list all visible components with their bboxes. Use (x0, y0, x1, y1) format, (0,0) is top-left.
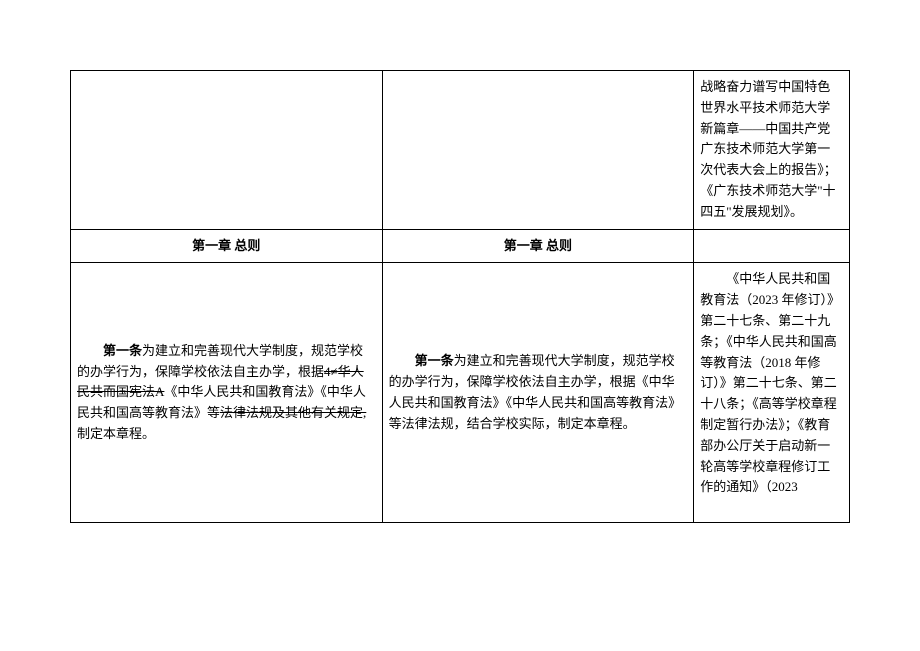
comparison-table: 战略奋力谱写中国特色世界水平技术师范大学新篇章——中国共产党广东技术师范大学第一… (70, 70, 850, 523)
chapter-heading-mid: 第一章 总则 (382, 229, 694, 263)
a1-left-seg3: 制定本章程。 (77, 426, 155, 441)
article1-refs-cell: 《中华人民共和国教育法（2023 年修订）》第二十七条、第二十九条；《中华人民共… (694, 263, 850, 523)
table-row: 战略奋力谱写中国特色世界水平技术师范大学新篇章——中国共产党广东技术师范大学第一… (71, 71, 850, 230)
chapter-heading-left: 第一章 总则 (71, 229, 383, 263)
article1-left-cell: 第一条为建立和完善现代大学制度，规范学校的办学行为，保障学校依法自主办学，根据4… (71, 263, 383, 523)
article1-mid-cell: 第一条为建立和完善现代大学制度，规范学校的办学行为，保障学校依法自主办学，根据《… (382, 263, 694, 523)
table-row: 第一章 总则 第一章 总则 (71, 229, 850, 263)
a1-left-strike2: 法律法规及其他有关规定, (220, 405, 366, 420)
document-page: 战略奋力谱写中国特色世界水平技术师范大学新篇章——中国共产党广东技术师范大学第一… (0, 0, 920, 651)
article1-left-text: 第一条为建立和完善现代大学制度，规范学校的办学行为，保障学校依法自主办学，根据4… (77, 341, 376, 445)
article1-mid-text: 第一条为建立和完善现代大学制度，规范学校的办学行为，保障学校依法自主办学，根据《… (389, 351, 688, 434)
article-label: 第一条 (103, 343, 142, 358)
table-row: 第一条为建立和完善现代大学制度，规范学校的办学行为，保障学校依法自主办学，根据4… (71, 263, 850, 523)
cell-row1-right: 战略奋力谱写中国特色世界水平技术师范大学新篇章——中国共产党广东技术师范大学第一… (694, 71, 850, 230)
refs-text: 《中华人民共和国教育法（2023 年修订）》第二十七条、第二十九条；《中华人民共… (700, 269, 843, 498)
chapter-heading-right (694, 229, 850, 263)
cell-row1-left (71, 71, 383, 230)
article-label: 第一条 (415, 353, 454, 368)
row1-col3-text: 战略奋力谱写中国特色世界水平技术师范大学新篇章——中国共产党广东技术师范大学第一… (700, 79, 837, 219)
cell-row1-mid (382, 71, 694, 230)
